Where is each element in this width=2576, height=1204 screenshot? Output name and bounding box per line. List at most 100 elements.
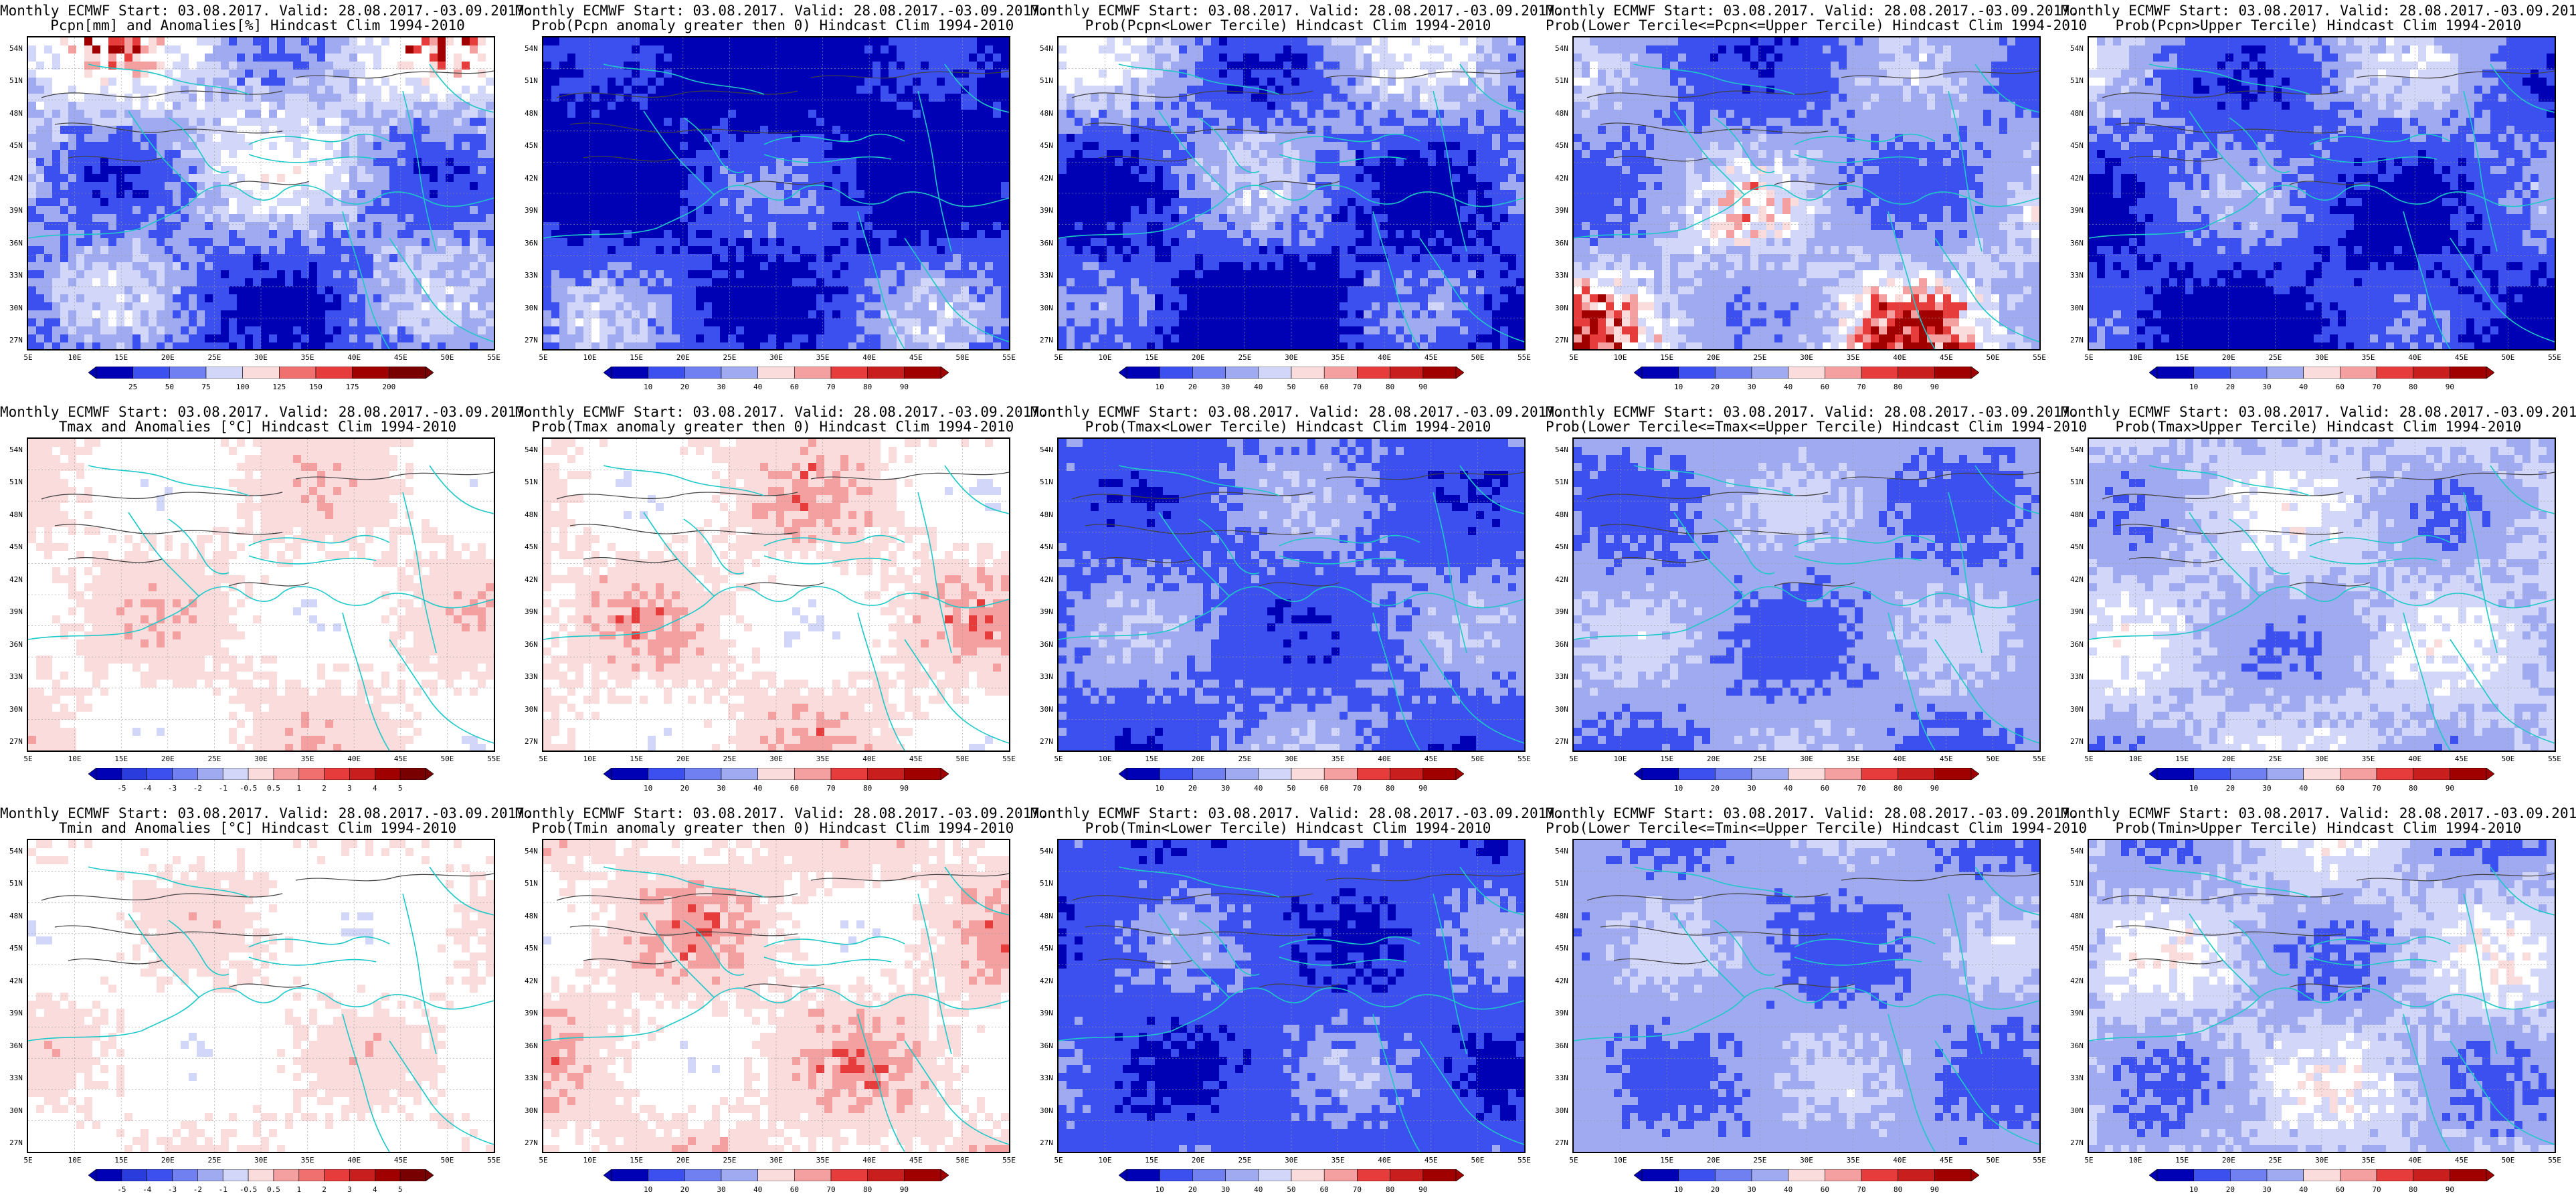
colorbar-swatch <box>1715 768 1752 780</box>
colorbar-swatch <box>2340 1169 2377 1181</box>
latitude-label: 33N <box>525 1074 538 1082</box>
latitude-label: 33N <box>1555 672 1568 681</box>
longitude-label: 45E <box>394 353 407 362</box>
colorbar-arrow-high <box>940 1169 949 1181</box>
isoline <box>1098 958 1193 965</box>
coastline <box>603 866 765 898</box>
colorbar-swatch <box>1751 367 1788 379</box>
colorbar-swatch <box>349 768 375 780</box>
longitude-label: 35E <box>1331 755 1345 763</box>
longitude-label: 25E <box>723 755 736 763</box>
colorbar <box>1634 1169 1979 1181</box>
isoline <box>569 524 798 535</box>
colorbar-label: 50 <box>165 383 174 391</box>
colorbar-label: 30 <box>1221 1185 1230 1194</box>
coastline <box>28 185 494 239</box>
colorbar-swatch <box>830 367 868 379</box>
colorbar-swatch <box>248 768 274 780</box>
coastline <box>1934 237 2039 342</box>
colorbar-label: -5 <box>117 1185 126 1194</box>
longitude-label: 30E <box>1285 755 1298 763</box>
panel-header: Monthly ECMWF Start: 03.08.2017. Valid: … <box>515 3 1048 19</box>
latitude-label: 27N <box>1555 1138 1568 1147</box>
coastline <box>1459 465 1524 514</box>
latitude-label: 48N <box>1555 109 1568 118</box>
longitude-label: 45E <box>1424 353 1438 362</box>
longitude-label: 35E <box>301 1156 314 1165</box>
colorbar-arrow-high <box>425 367 434 379</box>
map-area <box>1057 839 1526 1153</box>
longitude-label: 40E <box>1893 1156 1906 1165</box>
longitude-label: 55E <box>487 353 500 362</box>
coastline <box>2309 957 2437 966</box>
colorbar-swatch <box>1291 367 1325 379</box>
colorbar-label: 80 <box>863 1185 872 1194</box>
colorbar-label: 40 <box>2299 383 2308 391</box>
colorbar-swatch <box>611 367 648 379</box>
colorbar-swatch <box>1751 1169 1788 1181</box>
latitude-label: 27N <box>1040 336 1053 344</box>
isoline <box>1325 472 1524 480</box>
field-map <box>2089 439 2555 750</box>
colorbar-swatch <box>242 367 280 379</box>
latitude-label: 36N <box>2070 1041 2084 1050</box>
coastline <box>683 920 745 976</box>
latitude-label: 51N <box>1040 879 1053 888</box>
map-panel: Monthly ECMWF Start: 03.08.2017. Valid: … <box>1546 803 2087 1204</box>
coastline <box>1372 211 1420 349</box>
colorbar-swatches <box>1634 367 1979 379</box>
latitude-label: 33N <box>525 271 538 280</box>
colorbar-label: 90 <box>1930 784 1939 793</box>
colorbar-swatch <box>197 768 223 780</box>
coastline <box>2089 185 2555 239</box>
colorbar-swatches <box>604 367 949 379</box>
longitude-label: 30E <box>254 353 268 362</box>
map-panel: Monthly ECMWF Start: 03.08.2017. Valid: … <box>515 0 1048 401</box>
panel-header: Monthly ECMWF Start: 03.08.2017. Valid: … <box>1546 3 2079 19</box>
colorbar-swatch <box>721 367 758 379</box>
colorbar <box>1119 367 1464 379</box>
coastline <box>1574 185 2039 239</box>
colorbar-arrow-low <box>604 367 612 379</box>
longitude-label: 35E <box>1331 1156 1345 1165</box>
latitude-label: 54N <box>9 44 23 53</box>
colorbar-label: 10 <box>2189 784 2198 793</box>
isoline <box>41 90 283 98</box>
colorbar-swatch <box>399 768 426 780</box>
longitude-label: 25E <box>1238 353 1251 362</box>
colorbar-swatch <box>1192 1169 1226 1181</box>
colorbar-arrow-high <box>1455 367 1464 379</box>
longitude-label: 15E <box>2175 1156 2189 1165</box>
colorbar-label: 20 <box>2226 383 2235 391</box>
latitude-label: 42N <box>525 977 538 985</box>
colorbar-arrow-low <box>1119 1169 1127 1181</box>
colorbar-swatch <box>867 768 905 780</box>
coastline <box>1419 1040 1524 1145</box>
coastline <box>1118 866 1280 898</box>
longitude-label: 45E <box>2455 755 2468 763</box>
longitude-label: 15E <box>114 353 128 362</box>
coastline <box>2229 920 2290 976</box>
coastline <box>389 1040 494 1145</box>
field-map <box>543 840 1009 1152</box>
longitude-label: 10E <box>583 755 597 763</box>
coastline <box>248 555 377 565</box>
field-map <box>1059 439 1524 750</box>
colorbar-swatch <box>684 1169 722 1181</box>
isoline <box>583 155 678 162</box>
colorbar-swatch <box>2413 1169 2450 1181</box>
colorbar-swatch <box>121 1169 147 1181</box>
colorbar-label: 2 <box>322 784 327 793</box>
coastline <box>248 154 377 163</box>
colorbar-swatch <box>2303 768 2340 780</box>
latitude-label: 51N <box>525 879 538 888</box>
map-area <box>542 437 1010 752</box>
colorbar-label: 70 <box>1857 1185 1865 1194</box>
colorbar-arrow-high <box>2486 1169 2494 1181</box>
longitude-label: 30E <box>1800 353 1813 362</box>
colorbar-label: 70 <box>2372 784 2381 793</box>
latitude-label: 51N <box>1555 76 1568 85</box>
colorbar-label: 20 <box>680 1185 689 1194</box>
longitude-label: 50E <box>955 755 969 763</box>
colorbar-swatch <box>169 367 207 379</box>
